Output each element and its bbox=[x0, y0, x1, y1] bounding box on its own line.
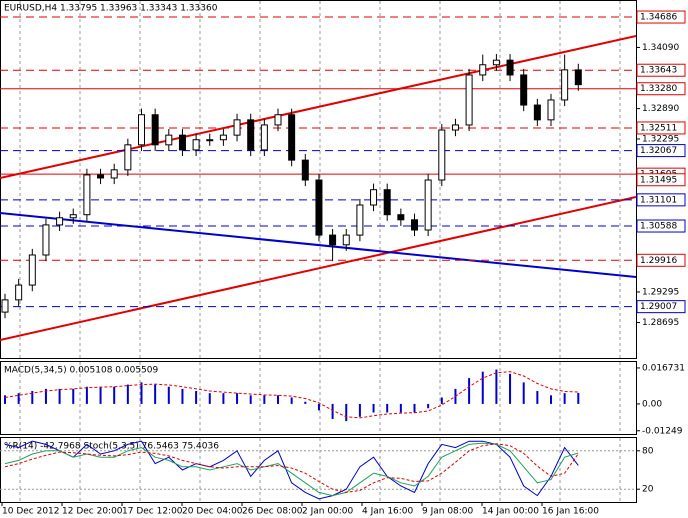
macd-frame bbox=[0, 361, 637, 435]
candle-body bbox=[315, 179, 323, 236]
level-label: 1.32511 bbox=[640, 123, 677, 133]
candle-body bbox=[138, 114, 145, 146]
line bbox=[4, 442, 579, 497]
line bbox=[4, 443, 579, 493]
y-tick-label: 1.29295 bbox=[642, 287, 679, 297]
x-tick-label: 12 Dec 20:00 bbox=[62, 507, 123, 517]
candle-body bbox=[356, 204, 364, 236]
trend-line bbox=[0, 196, 637, 341]
trend-line bbox=[0, 212, 637, 278]
candle-body bbox=[383, 189, 391, 216]
candle-body bbox=[97, 174, 105, 179]
candle-body bbox=[451, 124, 459, 131]
candle-body bbox=[288, 114, 296, 161]
y-tick-label: 80 bbox=[642, 446, 654, 456]
candle-body bbox=[28, 254, 36, 286]
x-tick-label: 14 Jan 00:00 bbox=[482, 507, 539, 517]
candle-body bbox=[465, 74, 473, 126]
level-box bbox=[636, 173, 686, 187]
candle-body bbox=[561, 69, 569, 101]
candle-body bbox=[233, 119, 241, 136]
candle-body bbox=[492, 59, 500, 66]
candle-body bbox=[192, 139, 200, 151]
y-tick-label: 20 bbox=[642, 485, 654, 495]
line bbox=[4, 371, 579, 419]
level-label: 1.31495 bbox=[640, 175, 677, 185]
candle-body bbox=[274, 114, 282, 126]
level-box bbox=[636, 253, 686, 267]
candle-body bbox=[329, 234, 337, 246]
candle-body bbox=[411, 219, 418, 231]
level-box bbox=[636, 144, 686, 158]
candle-body bbox=[151, 114, 159, 146]
candle-body bbox=[370, 189, 378, 206]
level-label: 1.29007 bbox=[640, 302, 677, 312]
y-tick-label: 0.00 bbox=[642, 399, 662, 409]
level-box bbox=[636, 63, 686, 77]
line bbox=[4, 440, 579, 500]
candle-body bbox=[206, 139, 214, 142]
y-tick-label: -0.01249 bbox=[642, 426, 683, 436]
level-box bbox=[636, 300, 686, 314]
candle-body bbox=[219, 134, 227, 141]
level-label: 1.32067 bbox=[640, 146, 677, 156]
level-box bbox=[636, 219, 686, 233]
candle-body bbox=[178, 134, 186, 151]
x-tick-label: 26 Dec 08:00 bbox=[242, 507, 303, 517]
candle-body bbox=[574, 69, 582, 86]
candle-body bbox=[1, 299, 9, 313]
y-tick-label: 1.34090 bbox=[642, 43, 679, 53]
y-tick-label: 1.32890 bbox=[642, 104, 679, 114]
candle-body bbox=[397, 214, 405, 221]
level-label: 1.34686 bbox=[640, 13, 677, 23]
x-tick-label: 2 Jan 00:00 bbox=[302, 507, 354, 517]
candle-body bbox=[547, 99, 555, 121]
level-box bbox=[636, 10, 686, 24]
candle-body bbox=[506, 59, 514, 76]
candle-body bbox=[301, 159, 309, 181]
candle-body bbox=[260, 124, 268, 151]
x-tick-label: 4 Jan 16:00 bbox=[362, 507, 414, 517]
x-tick-label: 10 Dec 2012 bbox=[2, 507, 60, 517]
level-label: 1.31101 bbox=[640, 195, 677, 205]
osc-title: %R(14) -42.7968 Stoch(5,3,5) 76.5463 75.… bbox=[4, 442, 219, 452]
candle-body bbox=[438, 129, 446, 181]
x-tick-label: 17 Dec 12:00 bbox=[122, 507, 183, 517]
x-tick-label: 20 Dec 04:00 bbox=[182, 507, 243, 517]
grid bbox=[19, 1, 621, 502]
level-box bbox=[636, 82, 686, 96]
candle-body bbox=[69, 214, 77, 219]
main-title: EURUSD,H4 1.33795 1.33963 1.33343 1.3336… bbox=[4, 4, 218, 14]
x-tick-label: 9 Jan 08:00 bbox=[422, 507, 474, 517]
candle-body bbox=[83, 174, 91, 216]
candle-body bbox=[424, 179, 432, 231]
x-tick-label: 16 Jan 16:00 bbox=[542, 507, 599, 517]
candle-body bbox=[342, 234, 350, 246]
osc-frame bbox=[0, 437, 637, 503]
candle-body bbox=[124, 144, 132, 171]
candle-body bbox=[533, 104, 541, 121]
candle-body bbox=[15, 284, 23, 301]
level-box bbox=[636, 121, 686, 135]
level-label: 1.33280 bbox=[640, 84, 677, 94]
candle-body bbox=[479, 64, 487, 76]
candle-body bbox=[165, 134, 173, 146]
candle-body bbox=[247, 119, 255, 151]
candle-body bbox=[520, 74, 528, 106]
macd-title: MACD(5,34,5) 0.005108 0.005509 bbox=[4, 366, 159, 376]
y-tick-label: 1.28695 bbox=[642, 318, 679, 328]
level-label: 1.29916 bbox=[640, 256, 677, 266]
candle-body bbox=[56, 217, 64, 226]
candle-body bbox=[110, 169, 118, 179]
candle-body bbox=[42, 224, 50, 256]
y-tick-label: 1.32295 bbox=[642, 134, 679, 144]
level-label: 1.33643 bbox=[640, 66, 677, 76]
trend-line bbox=[0, 35, 637, 179]
level-box bbox=[636, 193, 686, 207]
level-label: 1.30588 bbox=[640, 222, 677, 232]
y-tick-label: 0.016731 bbox=[642, 363, 685, 373]
